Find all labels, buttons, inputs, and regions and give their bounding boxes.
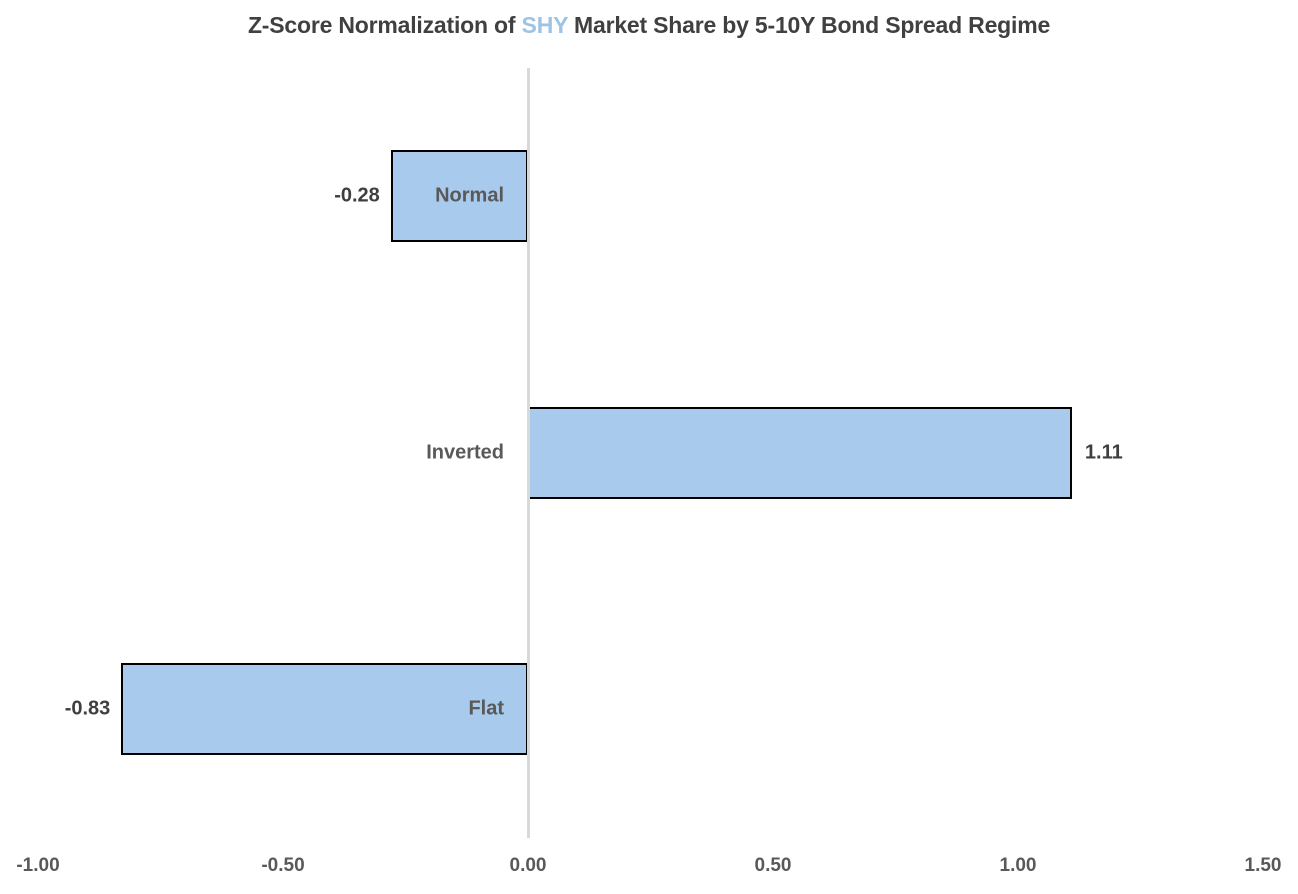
bar-flat [121,663,528,755]
x-tick-label: 1.50 [1244,855,1282,876]
category-label-flat: Flat [468,697,504,720]
x-tick-label: 1.00 [999,855,1037,876]
bar-inverted [528,406,1072,499]
zero-axis-line [526,68,530,838]
chart-title-prefix: Z-Score Normalization of [247,12,522,38]
x-tick-label: 0.50 [754,855,792,876]
value-label-inverted: 1.11 [1084,441,1123,463]
x-tick-label: -1.00 [16,855,60,876]
category-label-normal: Normal [435,184,504,207]
bar-normal [390,150,528,242]
x-tick-label: -0.50 [261,855,305,876]
x-tick-label: 0.00 [509,855,547,876]
category-label-inverted: Inverted [426,441,504,463]
chart-title-suffix: Market Share by 5-10Y Bond Spread Regime [567,12,1051,38]
chart-title: Z-Score Normalization of SHY Market Shar… [0,12,1298,39]
ticker-highlight: SHY [521,12,568,38]
value-label-flat: -0.83 [64,697,111,720]
value-label-normal: -0.28 [334,184,380,207]
